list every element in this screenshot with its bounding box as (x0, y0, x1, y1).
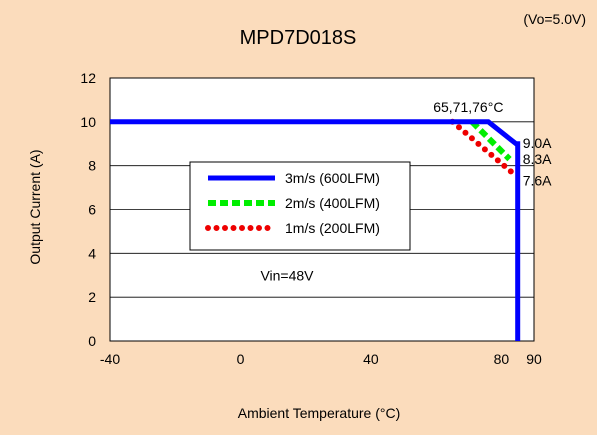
series-line-200lfm (449, 118, 518, 178)
data-label: 9.0A (523, 135, 552, 151)
y-tick-label: 4 (88, 245, 96, 261)
y-tick-label: 10 (80, 114, 96, 130)
x-tick-label: 90 (526, 351, 542, 367)
data-label: 8.3A (523, 151, 552, 167)
chart-title: MPD7D018S (240, 27, 357, 49)
legend-label: 2m/s (400LFM) (285, 195, 380, 211)
y-tick-label: 6 (88, 202, 96, 218)
chart-subtitle: (Vo=5.0V) (523, 11, 586, 27)
data-label: 65,71,76°C (433, 99, 503, 115)
y-tick-label: 2 (88, 289, 96, 305)
y-axis-title: Output Current (A) (27, 149, 43, 264)
x-tick-label: 40 (363, 351, 379, 367)
y-tick-label: 8 (88, 158, 96, 174)
series-line-400lfm (469, 119, 512, 162)
plot-border (109, 77, 535, 342)
y-tick-label: 12 (80, 70, 96, 86)
x-tick-label: 80 (494, 351, 510, 367)
series-line-600lfm (110, 119, 521, 341)
data-label: 7.6A (523, 172, 552, 188)
x-tick-label: -40 (100, 351, 120, 367)
legend-label: 3m/s (600LFM) (285, 170, 380, 186)
x-axis-title: Ambient Temperature (°C) (238, 405, 401, 421)
vin-annotation: Vin=48V (260, 267, 314, 283)
x-tick-label: 0 (237, 351, 245, 367)
legend-label: 1m/s (200LFM) (285, 220, 380, 236)
y-tick-label: 0 (88, 333, 96, 349)
